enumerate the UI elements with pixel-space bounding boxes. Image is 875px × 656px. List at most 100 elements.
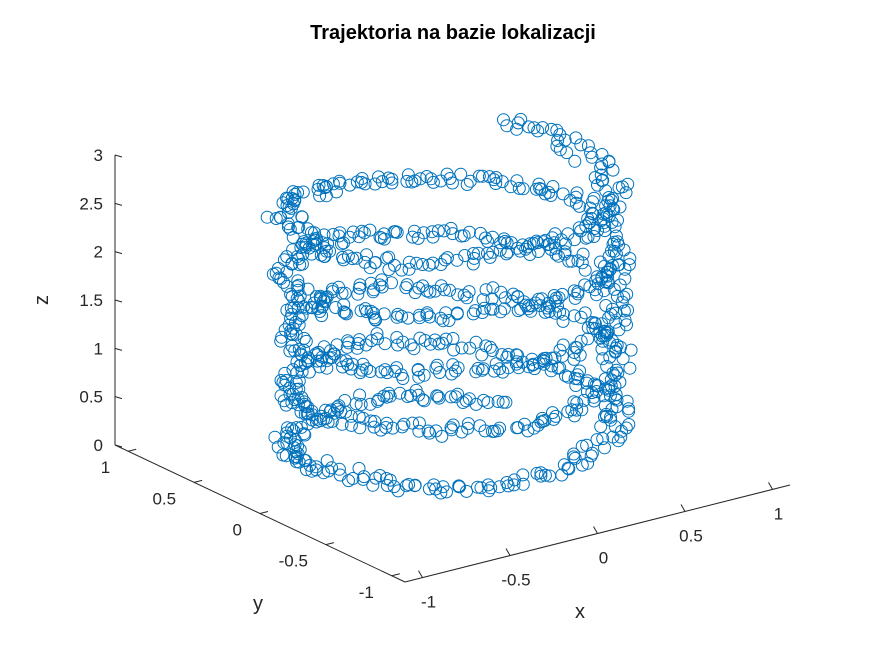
data-point (310, 354, 324, 368)
data-point (567, 284, 581, 298)
data-point (538, 414, 552, 427)
data-point (281, 421, 294, 435)
data-point (514, 112, 528, 126)
data-point (374, 365, 388, 379)
data-point (337, 236, 350, 250)
data-point (475, 348, 489, 362)
data-point (497, 113, 510, 127)
z-tick-mark (114, 299, 123, 303)
data-point (290, 250, 304, 264)
data-point (538, 468, 552, 482)
data-point (395, 309, 409, 323)
data-point (565, 254, 579, 268)
x-tick-label: 0.5 (679, 526, 703, 545)
data-point (377, 307, 391, 321)
data-point (486, 302, 500, 316)
data-point (302, 241, 316, 255)
data-point (447, 343, 461, 357)
data-point (570, 403, 584, 417)
data-point (467, 247, 480, 260)
data-point (576, 247, 590, 261)
data-point (457, 288, 471, 302)
data-point (283, 222, 297, 236)
data-point (412, 370, 426, 384)
data-point (526, 357, 540, 371)
data-point (500, 236, 514, 250)
z-tick-mark (114, 347, 123, 351)
data-point (416, 258, 429, 271)
data-point (595, 157, 609, 171)
data-point (601, 325, 615, 339)
data-point (401, 311, 415, 325)
data-point (544, 189, 558, 202)
data-point (434, 311, 448, 325)
data-point (590, 433, 604, 447)
data-point (430, 358, 444, 372)
data-point (545, 351, 559, 365)
data-point (602, 311, 616, 325)
data-point (612, 258, 626, 272)
data-point (442, 314, 456, 327)
data-point (301, 282, 315, 296)
data-point (485, 292, 499, 306)
data-point (446, 227, 460, 241)
data-point (372, 170, 385, 184)
data-point (353, 421, 367, 435)
data-point (295, 237, 309, 251)
data-point (291, 398, 305, 412)
data-point (317, 249, 331, 263)
data-point (574, 138, 588, 152)
data-point (364, 304, 378, 318)
data-point (371, 394, 385, 408)
data-point (346, 472, 360, 485)
data-point (407, 224, 421, 238)
data-point (350, 175, 364, 189)
data-point (274, 272, 288, 286)
data-point (441, 251, 454, 265)
data-point (319, 180, 333, 193)
data-point (286, 230, 300, 244)
data-point (533, 182, 547, 195)
data-point (550, 123, 564, 137)
x-tick-label: 0 (599, 549, 608, 568)
data-point (282, 206, 295, 219)
data-point (434, 174, 448, 188)
data-point (301, 407, 315, 421)
data-point (546, 406, 559, 420)
data-point (609, 344, 623, 358)
data-point (509, 348, 523, 362)
data-point (460, 178, 474, 191)
data-point (622, 258, 636, 272)
data-point (325, 414, 339, 428)
data-point (596, 173, 610, 187)
data-point (535, 292, 549, 306)
data-point (581, 332, 595, 346)
data-point (284, 201, 298, 215)
data-point (274, 374, 288, 387)
data-point (535, 411, 549, 425)
data-point (587, 191, 601, 205)
data-point (260, 210, 274, 224)
data-point (290, 292, 304, 306)
data-point (493, 421, 507, 435)
y-axis-label: y (253, 593, 263, 615)
data-point (556, 338, 570, 352)
data-point (308, 226, 321, 240)
data-point (578, 263, 592, 277)
data-point (359, 338, 373, 352)
data-point (619, 421, 633, 435)
data-point (588, 316, 602, 330)
data-point (335, 237, 348, 251)
data-point (412, 388, 425, 402)
data-point (575, 403, 589, 417)
data-point (584, 449, 598, 463)
data-point (466, 257, 480, 271)
data-point (596, 352, 610, 366)
data-point (516, 182, 530, 196)
data-point (443, 172, 457, 185)
data-point (404, 338, 418, 352)
data-point (501, 348, 515, 361)
data-point (445, 176, 459, 190)
data-point (358, 255, 372, 269)
data-point (612, 323, 626, 337)
